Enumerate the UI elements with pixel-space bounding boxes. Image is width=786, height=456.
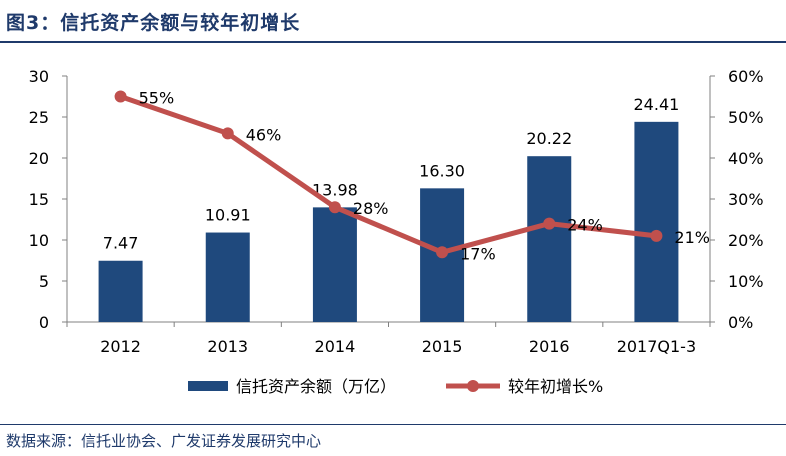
legend-bar-label: 信托资产余额（万亿） — [236, 377, 396, 396]
bar — [98, 260, 143, 322]
line-data-label: 17% — [460, 244, 496, 263]
y-left-tick-label: 15 — [29, 190, 49, 209]
x-tick-label: 2013 — [207, 337, 248, 356]
x-tick-label: 2014 — [315, 337, 356, 356]
figure-header: 图3：信托资产余额与较年初增长 — [0, 0, 786, 43]
y-left-tick-label: 5 — [39, 272, 49, 291]
line-point — [436, 246, 449, 259]
y-left-tick-label: 30 — [29, 67, 49, 86]
y-right-tick-label: 0% — [728, 313, 753, 332]
y-right-tick-label: 30% — [728, 190, 764, 209]
bar — [205, 232, 250, 322]
line-point — [328, 201, 341, 214]
bar-data-label: 7.47 — [103, 234, 139, 253]
line-data-label: 46% — [246, 125, 282, 144]
bar — [312, 207, 357, 322]
x-tick-label: 2012 — [100, 337, 141, 356]
y-left-tick-label: 0 — [39, 313, 49, 332]
line-point — [543, 217, 556, 230]
bar-data-label: 20.22 — [526, 129, 572, 148]
line-point — [650, 229, 663, 242]
line-data-label: 24% — [567, 216, 603, 235]
combo-chart: 0 5 10 15 20 25 30 0% 10% 20% 30% 40% 50% 60% 2012 2013… — [29, 67, 764, 396]
legend-line-marker — [467, 380, 479, 392]
x-tick-label: 2017Q1-3 — [617, 337, 696, 356]
bar-data-label: 10.91 — [205, 206, 251, 225]
line-data-label: 21% — [674, 228, 710, 247]
y-right-tick-label: 20% — [728, 231, 764, 250]
y-right-tick-label: 40% — [728, 149, 764, 168]
growth-line — [119, 94, 657, 255]
line-data-label: 55% — [139, 89, 175, 108]
legend-bar-swatch — [188, 381, 228, 391]
footer-divider — [0, 424, 786, 425]
bar — [527, 156, 572, 322]
line-point — [221, 127, 234, 140]
y-left-tick-label: 20 — [29, 149, 49, 168]
y-left-tick-label: 10 — [29, 231, 49, 250]
bar-data-label: 13.98 — [312, 180, 358, 199]
y-right-tick-label: 10% — [728, 272, 764, 291]
y-right-tick-label: 50% — [728, 108, 764, 127]
source-note: 数据来源：信托业协会、广发证券发展研究中心 — [6, 432, 322, 450]
line-data-label: 28% — [353, 199, 389, 218]
bar-data-label: 16.30 — [419, 161, 465, 180]
y-right-tick-label: 60% — [728, 67, 764, 86]
y-left-tick-label: 25 — [29, 108, 49, 127]
line-point — [114, 90, 127, 103]
bar — [634, 121, 679, 322]
bar-data-label: 24.41 — [634, 95, 680, 114]
legend-line-label: 较年初增长% — [508, 377, 603, 396]
x-tick-label: 2016 — [529, 337, 570, 356]
figure-title: 图3：信托资产余额与较年初增长 — [6, 12, 301, 34]
x-tick-label: 2015 — [422, 337, 463, 356]
